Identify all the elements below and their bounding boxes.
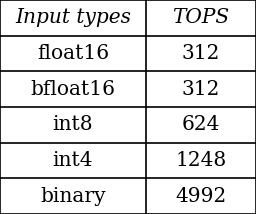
Text: int8: int8 <box>53 115 93 134</box>
Text: 4992: 4992 <box>175 187 227 206</box>
Text: 1248: 1248 <box>175 151 227 170</box>
Text: bfloat16: bfloat16 <box>30 80 115 99</box>
Text: TOPS: TOPS <box>172 8 230 27</box>
Text: float16: float16 <box>37 44 109 63</box>
Text: Input types: Input types <box>15 8 131 27</box>
Text: 624: 624 <box>182 115 220 134</box>
Text: binary: binary <box>40 187 106 206</box>
Text: 312: 312 <box>182 44 220 63</box>
Text: 312: 312 <box>182 80 220 99</box>
Text: int4: int4 <box>53 151 93 170</box>
